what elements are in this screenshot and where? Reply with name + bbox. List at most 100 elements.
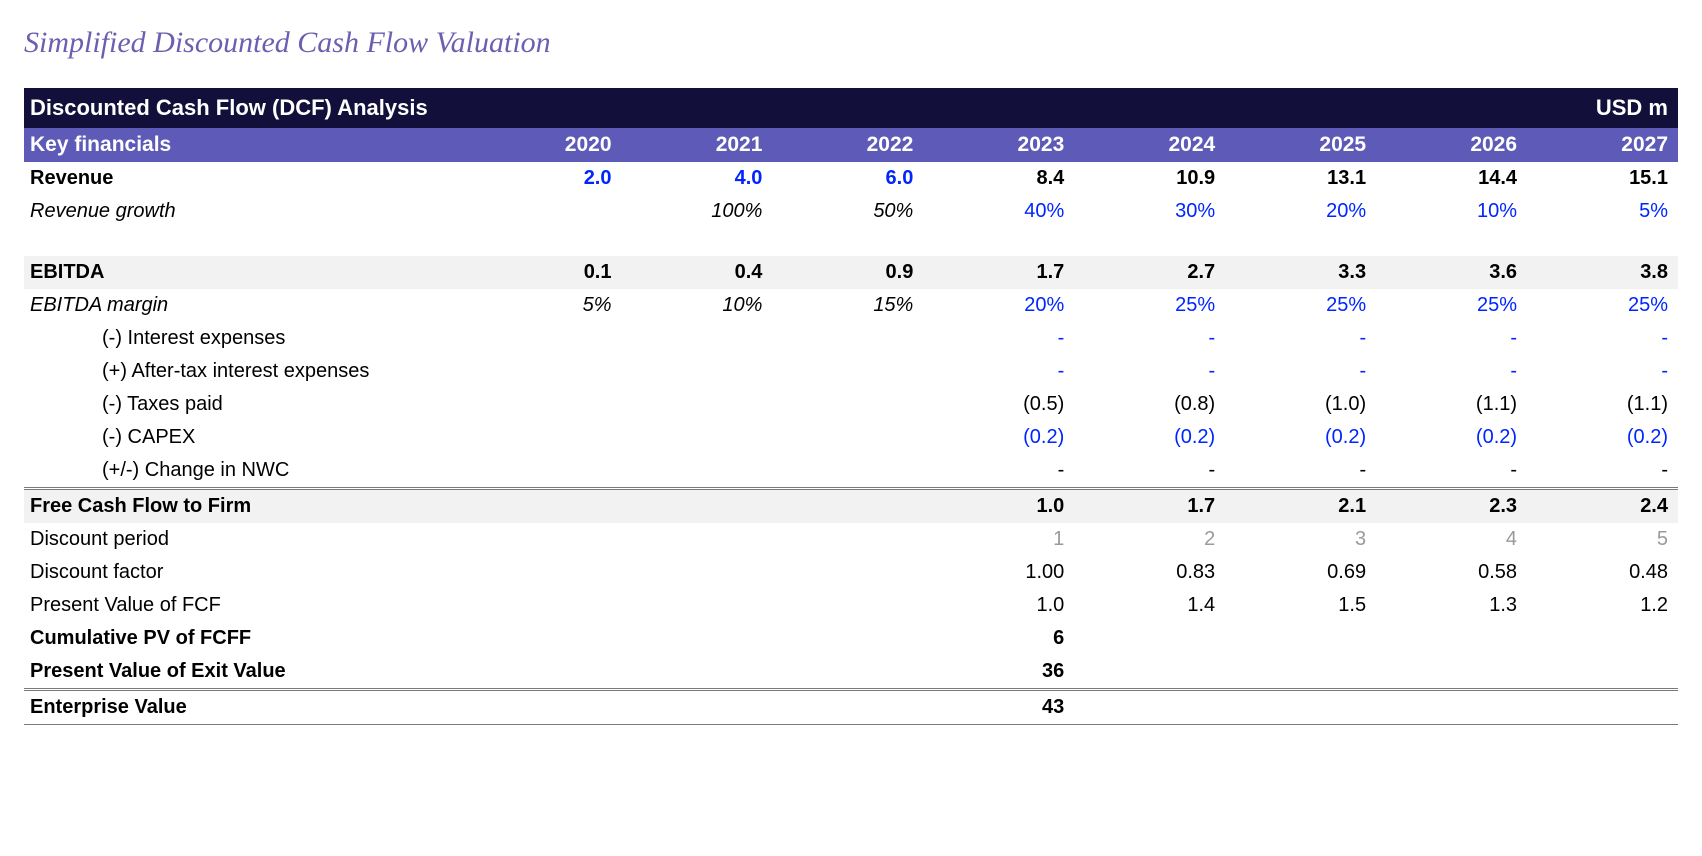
- row-revenue-y2021: 4.0: [622, 162, 773, 195]
- row-ebitda-y2024: 2.7: [1074, 256, 1225, 289]
- row-pv_exit-label: Present Value of Exit Value: [24, 655, 471, 690]
- row-fcff: Free Cash Flow to Firm1.01.72.12.32.4: [24, 489, 1678, 524]
- row-nwc-y2025: -: [1225, 454, 1376, 489]
- row-taxes-label: (-) Taxes paid: [24, 388, 471, 421]
- row-taxes-y2027: (1.1): [1527, 388, 1678, 421]
- year-2022: 2022: [772, 128, 923, 162]
- row-cum_pv-y2025: [1225, 622, 1376, 655]
- row-pv_exit-y2026: [1376, 655, 1527, 690]
- row-capex-y2024: (0.2): [1074, 421, 1225, 454]
- row-ebitda_margin-y2020: 5%: [471, 289, 622, 322]
- row-nwc-y2020: [471, 454, 622, 489]
- row-ebitda-y2025: 3.3: [1225, 256, 1376, 289]
- row-revenue-y2020: 2.0: [471, 162, 622, 195]
- row-pv_fcf-y2027: 1.2: [1527, 589, 1678, 622]
- year-2023: 2023: [923, 128, 1074, 162]
- row-disc_factor-y2020: [471, 556, 622, 589]
- row-pv_fcf-y2022: [772, 589, 923, 622]
- row-after_tax_int-label: (+) After-tax interest expenses: [24, 355, 471, 388]
- year-2020: 2020: [471, 128, 622, 162]
- row-after_tax_int-y2020: [471, 355, 622, 388]
- row-taxes-y2020: [471, 388, 622, 421]
- row-cum_pv: Cumulative PV of FCFF6: [24, 622, 1678, 655]
- row-rev_growth: Revenue growth100%50%40%30%20%10%5%: [24, 195, 1678, 228]
- row-disc_factor-y2024: 0.83: [1074, 556, 1225, 589]
- row-fcff-y2026: 2.3: [1376, 489, 1527, 524]
- row-disc_period-y2020: [471, 523, 622, 556]
- row-revenue-y2022: 6.0: [772, 162, 923, 195]
- row-revenue-y2025: 13.1: [1225, 162, 1376, 195]
- row-disc_period-y2025: 3: [1225, 523, 1376, 556]
- row-disc_period-y2024: 2: [1074, 523, 1225, 556]
- row-fcff-y2027: 2.4: [1527, 489, 1678, 524]
- row-revenue-y2024: 10.9: [1074, 162, 1225, 195]
- row-nwc-label: (+/-) Change in NWC: [24, 454, 471, 489]
- row-cum_pv-y2027: [1527, 622, 1678, 655]
- row-pv_exit-y2027: [1527, 655, 1678, 690]
- row-ebitda_margin-y2024: 25%: [1074, 289, 1225, 322]
- row-disc_period-y2021: [622, 523, 773, 556]
- row-cum_pv-label: Cumulative PV of FCFF: [24, 622, 471, 655]
- row-pv_fcf: Present Value of FCF1.01.41.51.31.2: [24, 589, 1678, 622]
- row-pv_exit-y2020: [471, 655, 622, 690]
- row-revenue-y2026: 14.4: [1376, 162, 1527, 195]
- row-revenue-label: Revenue: [24, 162, 471, 195]
- row-nwc: (+/-) Change in NWC-----: [24, 454, 1678, 489]
- row-after_tax_int-y2026: -: [1376, 355, 1527, 388]
- row-cum_pv-y2020: [471, 622, 622, 655]
- row-rev_growth-y2022: 50%: [772, 195, 923, 228]
- row-pv_fcf-y2024: 1.4: [1074, 589, 1225, 622]
- banner-row: Discounted Cash Flow (DCF) AnalysisUSD m: [24, 88, 1678, 128]
- row-disc_factor-y2023: 1.00: [923, 556, 1074, 589]
- row-ev-y2025: [1225, 690, 1376, 725]
- row-fcff-label: Free Cash Flow to Firm: [24, 489, 471, 524]
- row-pv_fcf-y2026: 1.3: [1376, 589, 1527, 622]
- row-disc_period-label: Discount period: [24, 523, 471, 556]
- row-capex: (-) CAPEX(0.2)(0.2)(0.2)(0.2)(0.2): [24, 421, 1678, 454]
- row-capex-y2020: [471, 421, 622, 454]
- row-taxes-y2024: (0.8): [1074, 388, 1225, 421]
- row-ev-y2021: [622, 690, 773, 725]
- row-ebitda-y2027: 3.8: [1527, 256, 1678, 289]
- row-ebitda_margin-y2026: 25%: [1376, 289, 1527, 322]
- dcf-table: Discounted Cash Flow (DCF) AnalysisUSD m…: [24, 88, 1678, 725]
- row-capex-y2022: [772, 421, 923, 454]
- row-disc_period-y2023: 1: [923, 523, 1074, 556]
- row-rev_growth-y2025: 20%: [1225, 195, 1376, 228]
- row-capex-y2025: (0.2): [1225, 421, 1376, 454]
- row-rev_growth-y2023: 40%: [923, 195, 1074, 228]
- row-fcff-y2022: [772, 489, 923, 524]
- header-row: Key financials20202021202220232024202520…: [24, 128, 1678, 162]
- row-cum_pv-y2026: [1376, 622, 1527, 655]
- row-fcff-y2024: 1.7: [1074, 489, 1225, 524]
- row-ev-y2023: 43: [923, 690, 1074, 725]
- row-rev_growth-y2024: 30%: [1074, 195, 1225, 228]
- row-pv_fcf-label: Present Value of FCF: [24, 589, 471, 622]
- row-after_tax_int-y2023: -: [923, 355, 1074, 388]
- row-disc_period-y2022: [772, 523, 923, 556]
- row-capex-y2023: (0.2): [923, 421, 1074, 454]
- row-disc_factor-y2021: [622, 556, 773, 589]
- row-taxes-y2022: [772, 388, 923, 421]
- row-interest: (-) Interest expenses-----: [24, 322, 1678, 355]
- row-taxes-y2021: [622, 388, 773, 421]
- header-label: Key financials: [24, 128, 471, 162]
- row-nwc-y2027: -: [1527, 454, 1678, 489]
- row-interest-y2025: -: [1225, 322, 1376, 355]
- row-pv_fcf-y2025: 1.5: [1225, 589, 1376, 622]
- row-rev_growth-y2027: 5%: [1527, 195, 1678, 228]
- row-pv_exit-y2022: [772, 655, 923, 690]
- year-2021: 2021: [622, 128, 773, 162]
- row-pv_exit-y2025: [1225, 655, 1376, 690]
- row-nwc-y2024: -: [1074, 454, 1225, 489]
- row-disc_factor-y2027: 0.48: [1527, 556, 1678, 589]
- row-capex-y2027: (0.2): [1527, 421, 1678, 454]
- row-nwc-y2026: -: [1376, 454, 1527, 489]
- row-capex-y2026: (0.2): [1376, 421, 1527, 454]
- row-pv_fcf-y2020: [471, 589, 622, 622]
- row-interest-y2026: -: [1376, 322, 1527, 355]
- row-ebitda-y2026: 3.6: [1376, 256, 1527, 289]
- row-after_tax_int-y2027: -: [1527, 355, 1678, 388]
- banner-right: USD m: [1527, 88, 1678, 128]
- row-rev_growth-y2021: 100%: [622, 195, 773, 228]
